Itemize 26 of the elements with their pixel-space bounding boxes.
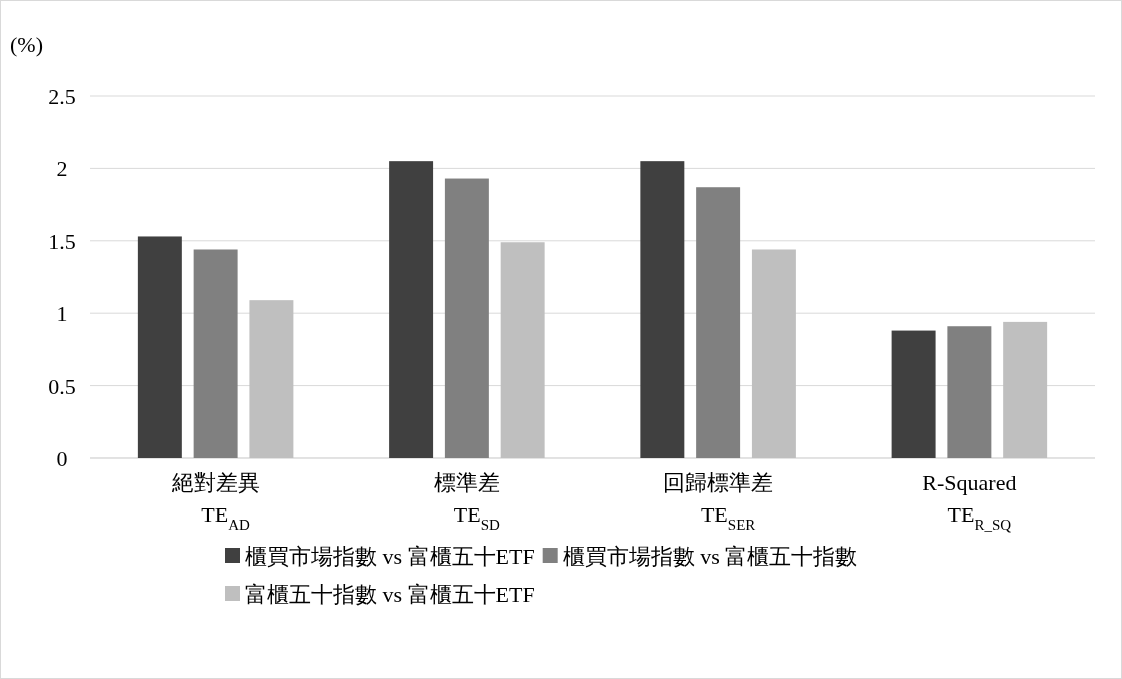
bar — [444, 178, 489, 458]
y-tick-label: 0 — [56, 446, 68, 471]
y-tick-label: 1 — [56, 301, 68, 327]
bar — [137, 236, 182, 458]
bar — [500, 242, 545, 458]
bar — [947, 326, 992, 458]
legend-label: 櫃買市場指數 vs 富櫃五十指數 — [562, 544, 858, 569]
y-tick-label: 2.5 — [48, 84, 76, 109]
x-tick-label: R-Squared TE$_{R_SQ}$ — [922, 470, 1017, 533]
x-tick-label: 標準差 TE$_{SD}$ — [433, 470, 501, 533]
bar — [389, 161, 434, 458]
x-tick-label: 絕對差異 TE$_{AD}$ — [170, 470, 260, 533]
legend-label: 富櫃五十指數 vs 富櫃五十ETF — [245, 582, 535, 607]
x-tick-label: 回歸標準差 TE$_{SER}$ — [663, 470, 774, 533]
bar — [696, 187, 741, 458]
bar — [193, 249, 238, 458]
y-tick-label: 1.5 — [48, 228, 76, 254]
bar — [751, 249, 796, 458]
bar — [891, 330, 936, 458]
legend-label: 櫃買市場指數 vs 富櫃五十ETF — [245, 544, 535, 569]
bar — [249, 300, 294, 458]
y-tick-label: 0.5 — [48, 373, 76, 399]
y-tick-label: 2 — [56, 156, 68, 182]
bar — [640, 161, 685, 458]
y-axis-title: (%) — [10, 32, 43, 57]
bar — [1003, 321, 1048, 458]
